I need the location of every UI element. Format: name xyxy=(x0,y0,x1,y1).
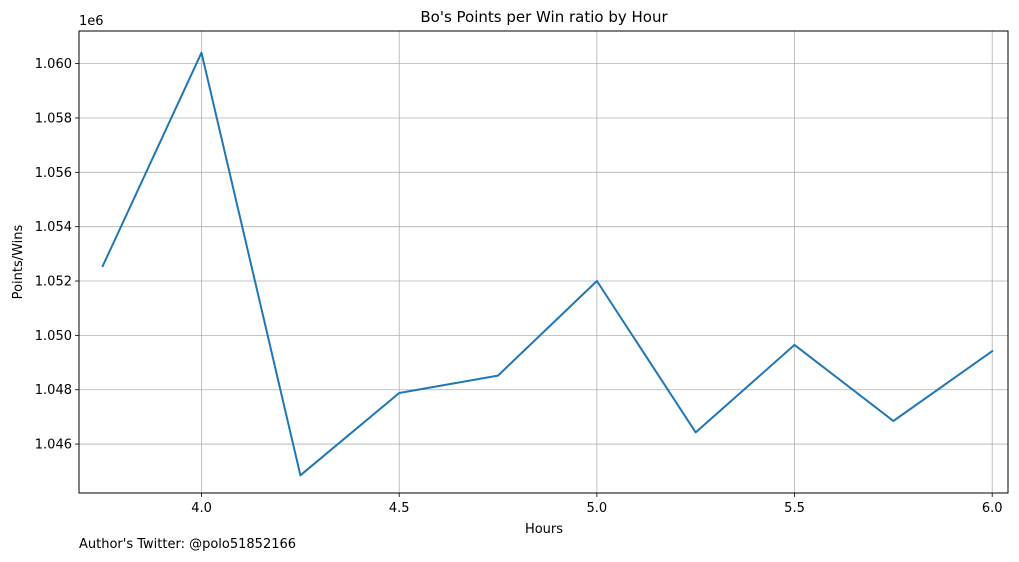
y-tick-label: 1.056 xyxy=(35,166,72,181)
y-tick-label: 1.058 xyxy=(35,111,72,126)
series-group xyxy=(101,51,994,477)
y-tick-label: 1.050 xyxy=(35,329,72,344)
x-tick-label: 4.5 xyxy=(389,501,410,516)
y-tick-label: 1.052 xyxy=(35,275,72,290)
y-axis-label: Points/Wins xyxy=(11,224,26,299)
x-tick-label: 4.0 xyxy=(191,501,212,516)
plot-frame xyxy=(78,30,1009,494)
x-tick-label: 5.0 xyxy=(587,501,608,516)
grid-lines xyxy=(79,31,1008,493)
y-axis-ticks: 1.046 1.048 1.050 1.052 1.054 1.056 1.058 1.060 xyxy=(35,57,79,453)
x-tick-label: 5.5 xyxy=(784,501,805,516)
y-tick-label: 1.048 xyxy=(35,383,72,398)
x-axis-ticks: 4.0 4.5 5.0 5.5 6.0 xyxy=(191,493,1003,516)
x-axis-label: Hours xyxy=(525,522,563,537)
y-tick-label: 1.046 xyxy=(35,438,72,453)
y-tick-label: 1.060 xyxy=(35,57,72,72)
y-tick-label: 1.054 xyxy=(35,220,72,235)
author-credit: Author's Twitter: @polo51852166 xyxy=(79,537,297,552)
chart-title: Bo's Points per Win ratio by Hour xyxy=(420,8,668,26)
y-axis-offset-label: 1e6 xyxy=(79,14,104,29)
x-tick-label: 6.0 xyxy=(982,501,1003,516)
series-line xyxy=(101,51,994,477)
